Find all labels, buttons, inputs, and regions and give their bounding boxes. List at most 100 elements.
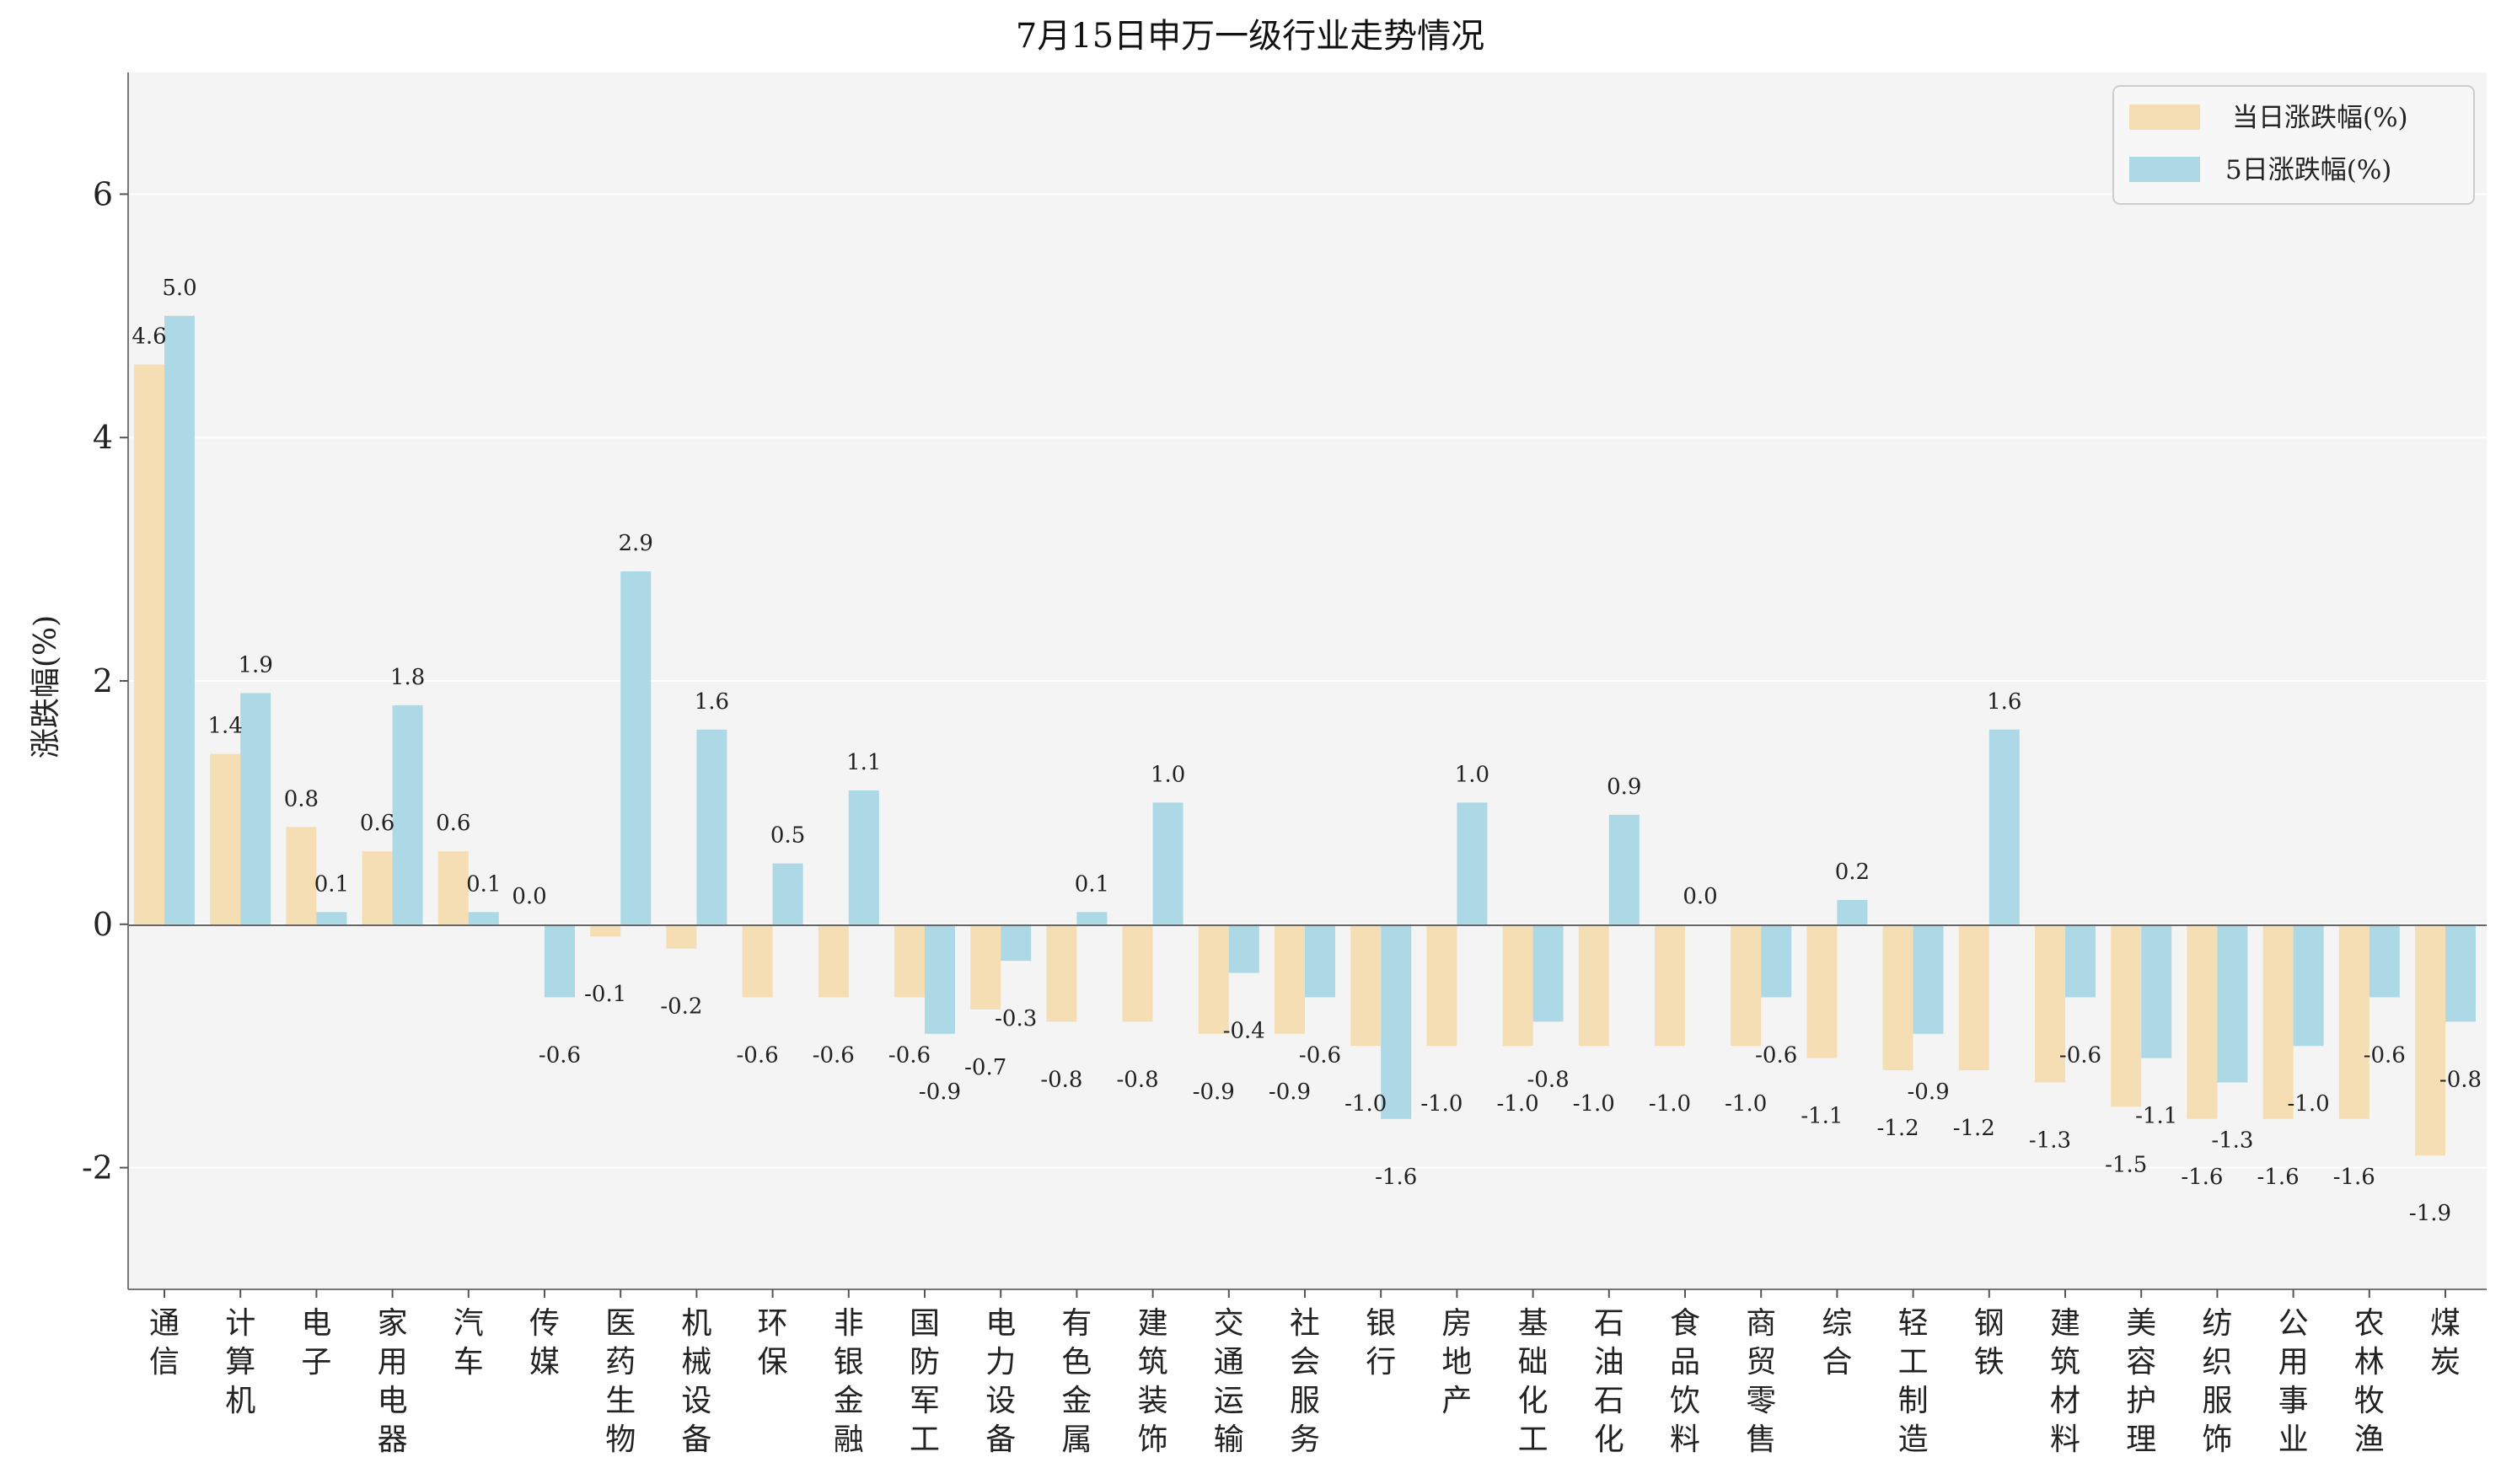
bar-5day	[1076, 912, 1108, 924]
data-label: 1.4	[208, 714, 243, 739]
legend-label-daily: 当日涨跌幅(%)	[2232, 103, 2408, 133]
x-category-label: 机械设备	[681, 1306, 711, 1457]
data-label: -1.0	[2288, 1091, 2330, 1117]
data-label: 1.6	[695, 689, 729, 715]
data-label: -0.6	[737, 1042, 779, 1068]
data-label: -0.9	[919, 1080, 961, 1105]
data-label: -1.0	[1497, 1091, 1539, 1117]
y-ticks: -2 0 2 4 6	[82, 175, 128, 1187]
bar-daily	[210, 753, 241, 924]
bar-5day	[392, 704, 423, 924]
x-category-label: 农林牧渔	[2354, 1306, 2385, 1457]
x-category-label: 食品饮料	[1670, 1306, 1700, 1457]
data-label: -1.5	[2105, 1152, 2147, 1177]
data-label: -1.0	[1649, 1091, 1691, 1117]
bar-5day	[1152, 802, 1183, 924]
bar-daily	[1806, 924, 1838, 1058]
bar-daily	[1578, 924, 1609, 1047]
data-label: -1.0	[1420, 1091, 1462, 1117]
data-label: 4.6	[131, 324, 166, 350]
bar-5day	[1305, 924, 1335, 998]
data-label: 1.0	[1151, 762, 1185, 787]
bar-daily	[1731, 924, 1762, 1047]
data-label: -1.1	[2135, 1104, 2177, 1129]
x-category-label: 煤炭	[2430, 1306, 2461, 1380]
bar-5day	[1608, 814, 1640, 924]
bar-5day	[1001, 924, 1032, 962]
y-tick-label: 0	[93, 906, 113, 943]
x-category-label: 美容护理	[2126, 1306, 2156, 1457]
data-label: -0.9	[1269, 1080, 1311, 1105]
y-tick-label: 6	[93, 175, 113, 212]
x-category-label: 电子	[301, 1306, 331, 1380]
data-label: 5.0	[162, 276, 196, 301]
legend-swatch-daily	[2129, 104, 2200, 130]
x-category-label: 电力设备	[985, 1306, 1016, 1457]
x-category-label: 基础化工	[1518, 1306, 1548, 1457]
bar-daily	[1046, 924, 1077, 1022]
data-label: -0.6	[888, 1042, 931, 1068]
y-tick-label: 4	[93, 419, 113, 456]
data-label: 0.2	[1835, 860, 1870, 885]
data-label: -1.3	[2029, 1128, 2071, 1154]
data-label: -0.6	[2364, 1042, 2406, 1068]
bar-5day	[772, 863, 803, 924]
data-label: -1.6	[2257, 1165, 2300, 1190]
data-label: 0.0	[512, 884, 546, 909]
bar-5day	[164, 315, 195, 924]
bar-daily	[2338, 924, 2370, 1119]
data-label: -0.7	[964, 1055, 1006, 1080]
bar-5day	[2065, 924, 2096, 998]
x-category-label: 医药生物	[605, 1306, 636, 1457]
data-label: -1.0	[1573, 1091, 1615, 1117]
bar-daily	[2262, 924, 2294, 1119]
x-category-label: 纺织服饰	[2202, 1306, 2232, 1457]
data-label: 0.9	[1607, 774, 1641, 800]
data-label: -1.2	[1877, 1116, 1919, 1141]
data-label: 0.0	[1683, 884, 1717, 909]
bar-5day	[1837, 899, 1868, 924]
bar-daily	[590, 924, 621, 937]
x-category-label: 非银金融	[834, 1306, 864, 1457]
bar-5day	[2369, 924, 2400, 998]
x-category-label: 交通运输	[1214, 1306, 1244, 1457]
data-label: -0.8	[1117, 1067, 1159, 1092]
data-label: -0.9	[1193, 1080, 1235, 1105]
bar-daily	[2035, 924, 2065, 1083]
legend: 当日涨跌幅(%) 5日涨跌幅(%)	[2112, 85, 2475, 205]
bar-5day	[2445, 924, 2476, 1022]
data-label: -1.0	[1725, 1091, 1767, 1117]
data-label: -1.6	[2181, 1165, 2223, 1190]
data-label: -0.3	[995, 1006, 1037, 1031]
bar-5day	[545, 924, 575, 998]
x-category-label: 综合	[1822, 1306, 1852, 1380]
bar-daily	[1882, 924, 1913, 1071]
x-category-label: 商贸零售	[1746, 1306, 1776, 1457]
bar-daily	[666, 924, 697, 949]
data-label: -0.6	[813, 1042, 855, 1068]
bar-daily	[286, 827, 317, 924]
x-category-label: 钢铁	[1974, 1306, 2005, 1380]
bar-daily	[1502, 924, 1533, 1047]
data-label: 1.1	[846, 750, 881, 775]
legend-swatch-5day	[2129, 157, 2200, 182]
data-label: -0.6	[2059, 1042, 2101, 1068]
bar-daily	[2187, 924, 2218, 1119]
data-label: -1.1	[1801, 1104, 1843, 1129]
bar-5day	[316, 912, 347, 924]
x-category-label: 计算机	[225, 1306, 255, 1418]
bar-5day	[1913, 924, 1944, 1034]
x-category-label: 有色金属	[1061, 1306, 1092, 1457]
bar-5day	[925, 924, 955, 1034]
legend-box	[2112, 85, 2475, 205]
data-label: 2.9	[619, 531, 653, 556]
data-label: 0.1	[466, 871, 501, 897]
bar-daily	[970, 924, 1001, 1010]
bar-daily	[894, 924, 925, 998]
x-category-label: 建筑材料	[2050, 1306, 2080, 1457]
x-category-label: 汽车	[454, 1306, 484, 1380]
data-label: 1.8	[390, 665, 425, 690]
y-tick-label: -2	[82, 1149, 113, 1187]
bar-5day	[1228, 924, 1259, 973]
